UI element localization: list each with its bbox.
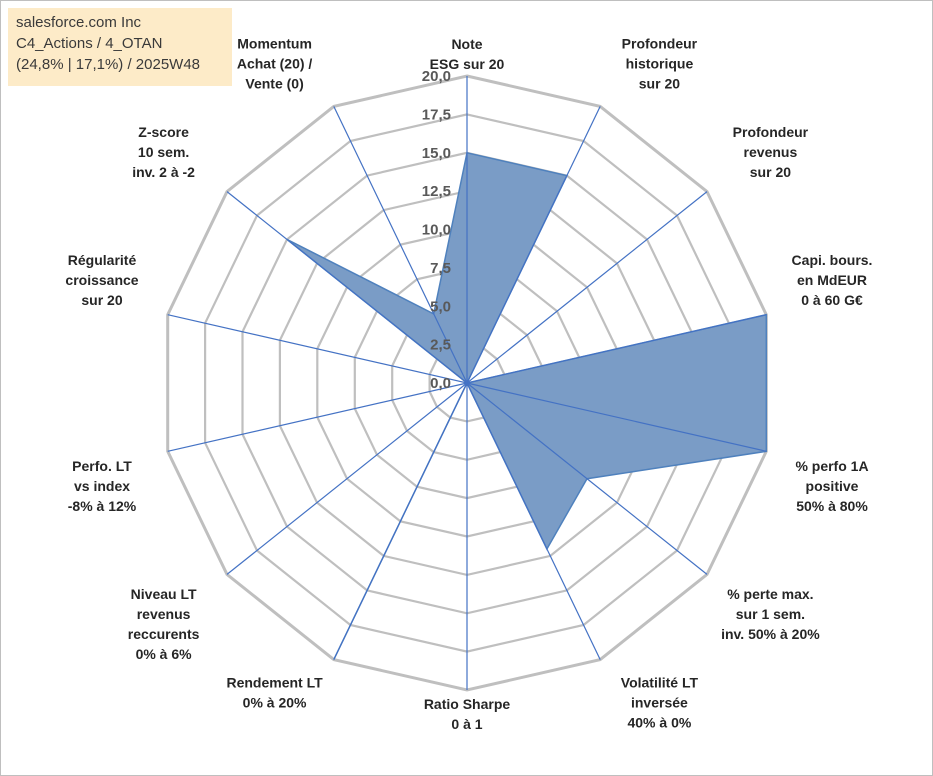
axis-label-line: Niveau LT xyxy=(131,586,197,602)
axis-spoke xyxy=(466,382,601,660)
radar-axes xyxy=(167,76,767,690)
portfolio-name: C4_Actions / 4_OTAN xyxy=(16,35,163,52)
radar-axis-labels: Note ESG sur 20 Profondeur historique sur 20… xyxy=(65,36,872,732)
axis-label: % perfo 1A positive 50% à 80% xyxy=(795,458,868,514)
axis-label-line: Z-score xyxy=(138,124,189,140)
axis-label-line: inv. 2 à -2 xyxy=(132,164,195,180)
axis-label-line: sur 1 sem. xyxy=(736,606,805,622)
axis-label-line: Achat (20) / xyxy=(237,56,313,72)
axis-spoke xyxy=(333,382,468,660)
axis-label-line: sur 20 xyxy=(81,292,122,308)
axis-label: % perte max. sur 1 sem. inv. 50% à 20% xyxy=(721,586,820,642)
tick-label: 15,0 xyxy=(422,145,451,162)
tick-label: 2,5 xyxy=(430,337,451,354)
axis-label-line: vs index xyxy=(74,478,130,494)
axis-label-line: Capi. bours. xyxy=(792,252,873,268)
axis-spoke xyxy=(226,191,468,384)
axis-label-line: ESG sur 20 xyxy=(430,56,505,72)
tick-label: 5,0 xyxy=(430,298,451,315)
axis-label-line: inversée xyxy=(631,694,688,710)
tick-label: 7,5 xyxy=(430,260,451,277)
portfolio-stats: (24,8% | 17,1%) / 2025W48 xyxy=(16,56,200,73)
axis-label-line: 0 à 1 xyxy=(451,716,482,732)
axis-label: Régularité croissance sur 20 xyxy=(65,252,138,308)
axis-spoke xyxy=(466,191,708,384)
axis-label-line: sur 20 xyxy=(639,76,680,92)
axis-label-line: 10 sem. xyxy=(138,144,189,160)
axis-label-line: Vente (0) xyxy=(245,76,303,92)
axis-label: Capi. bours. en MdEUR 0 à 60 G€ xyxy=(792,252,873,308)
axis-label-line: Volatilité LT xyxy=(621,674,699,690)
axis-label-line: historique xyxy=(626,56,694,72)
axis-spoke xyxy=(226,382,468,575)
axis-label-line: reccurents xyxy=(128,626,200,642)
axis-label: Profondeur revenus sur 20 xyxy=(733,124,809,180)
axis-label-line: sur 20 xyxy=(750,164,791,180)
company-name: salesforce.com Inc xyxy=(16,14,142,31)
tick-label: 0,0 xyxy=(430,375,451,392)
axis-label-line: en MdEUR xyxy=(797,272,867,288)
axis-label-line: -8% à 12% xyxy=(68,498,137,514)
axis-label: Niveau LT revenus reccurents 0% à 6% xyxy=(128,586,200,662)
axis-label-line: 50% à 80% xyxy=(796,498,868,514)
axis-spoke xyxy=(167,314,468,384)
chart-title-box: salesforce.com Inc C4_Actions / 4_OTAN (… xyxy=(8,8,232,86)
axis-label-line: 40% à 0% xyxy=(627,714,691,730)
axis-label-line: Momentum xyxy=(237,36,312,52)
axis-label: Perfo. LT vs index -8% à 12% xyxy=(68,458,137,514)
axis-spoke xyxy=(333,106,468,384)
axis-label-line: revenus xyxy=(137,606,191,622)
axis-label-line: Profondeur xyxy=(622,36,698,52)
axis-label: Momentum Achat (20) / Vente (0) xyxy=(237,36,313,92)
radar-tick-labels: 0,0 2,5 5,0 7,5 10,0 12,5 15,0 17,5 20,0 xyxy=(422,68,451,392)
axis-label: Note ESG sur 20 xyxy=(430,36,505,72)
axis-label: Volatilité LT inversée 40% à 0% xyxy=(621,674,699,730)
axis-label: Ratio Sharpe 0 à 1 xyxy=(424,696,511,732)
tick-label: 12,5 xyxy=(422,183,451,200)
axis-spoke xyxy=(167,382,468,452)
axis-label: Z-score 10 sem. inv. 2 à -2 xyxy=(132,124,195,180)
tick-label: 10,0 xyxy=(422,222,451,239)
axis-label-line: revenus xyxy=(744,144,798,160)
axis-label-line: 0 à 60 G€ xyxy=(801,292,863,308)
axis-label-line: Profondeur xyxy=(733,124,809,140)
tick-label: 20,0 xyxy=(422,68,451,85)
axis-spoke xyxy=(466,382,767,452)
axis-label-line: 0% à 20% xyxy=(243,694,307,710)
tick-label: 17,5 xyxy=(422,106,451,123)
axis-label-line: inv. 50% à 20% xyxy=(721,626,820,642)
axis-label-line: positive xyxy=(806,478,859,494)
axis-label-line: Ratio Sharpe xyxy=(424,696,511,712)
axis-spoke xyxy=(466,314,767,384)
axis-spoke xyxy=(466,106,601,384)
axis-label-line: Régularité xyxy=(68,252,137,268)
axis-label-line: Perfo. LT xyxy=(72,458,132,474)
axis-label: Profondeur historique sur 20 xyxy=(622,36,698,92)
axis-label: Rendement LT 0% à 20% xyxy=(226,674,323,710)
axis-label-line: % perfo 1A xyxy=(795,458,868,474)
axis-label-line: % perte max. xyxy=(727,586,813,602)
axis-spoke xyxy=(466,382,708,575)
axis-label-line: Rendement LT xyxy=(226,674,323,690)
axis-label-line: 0% à 6% xyxy=(136,646,193,662)
axis-label-line: Note xyxy=(451,36,482,52)
axis-label-line: croissance xyxy=(65,272,138,288)
